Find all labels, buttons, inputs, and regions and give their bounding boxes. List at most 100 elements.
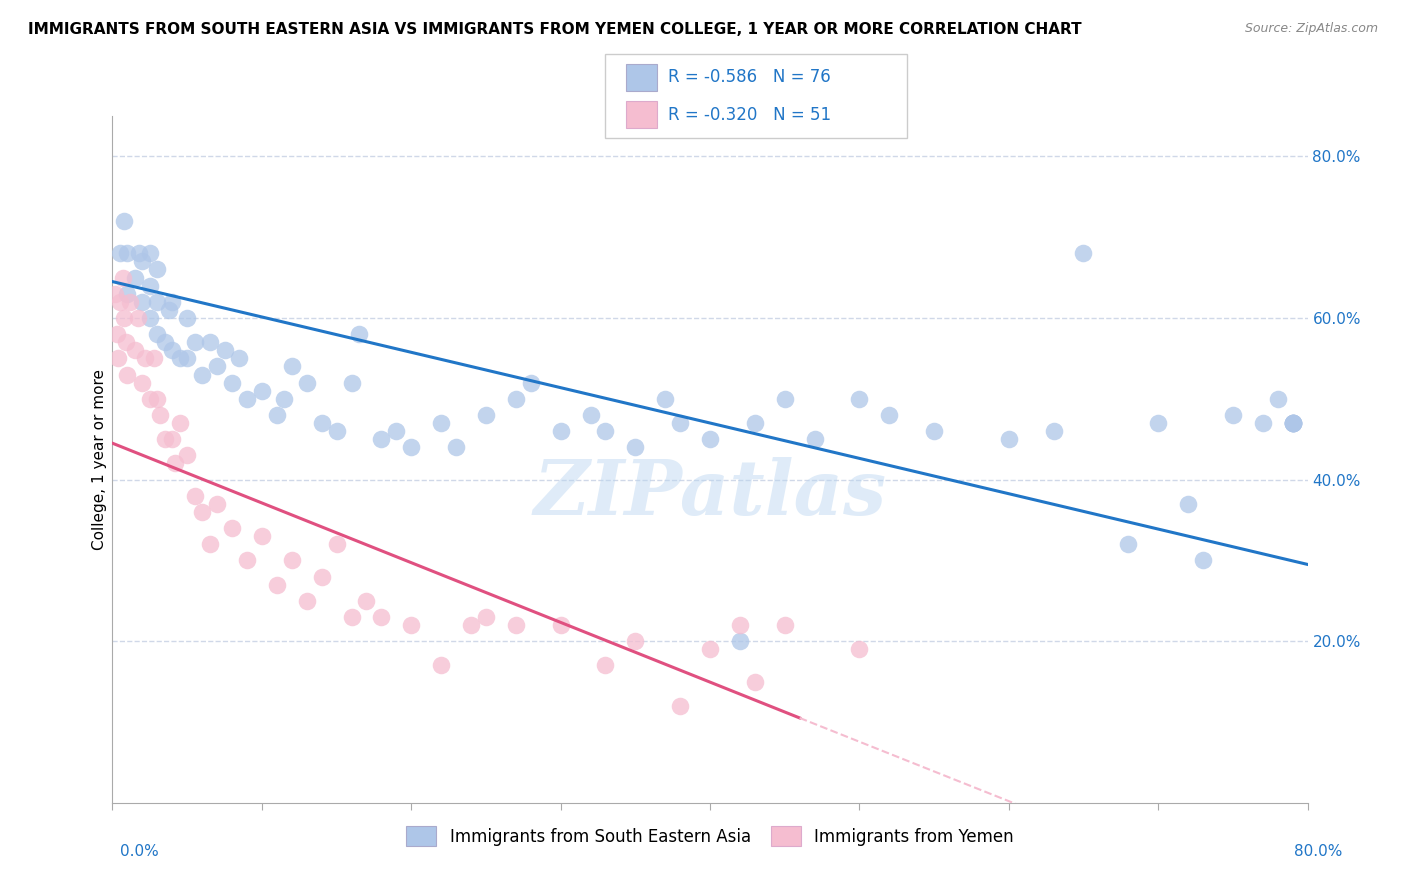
Point [430, 658, 453, 673]
Point [108, 246, 131, 260]
Point [139, 392, 162, 406]
Point [1177, 497, 1199, 511]
Point [728, 618, 751, 632]
Point [325, 424, 347, 438]
Point [146, 294, 169, 309]
Point [699, 432, 721, 446]
Point [198, 537, 221, 551]
Point [266, 408, 288, 422]
Point [550, 424, 572, 438]
Point [505, 618, 527, 632]
Point [114, 214, 135, 228]
Point [115, 335, 138, 350]
Point [266, 577, 288, 591]
Point [1281, 416, 1303, 430]
Point [146, 262, 169, 277]
Point [191, 368, 214, 382]
Point [1251, 416, 1274, 430]
Point [143, 351, 166, 366]
Point [595, 424, 617, 438]
Point [176, 310, 198, 325]
Point [1222, 408, 1244, 422]
Point [146, 327, 169, 342]
Point [139, 310, 162, 325]
Text: 80.0%: 80.0% [1295, 845, 1343, 859]
Point [848, 392, 870, 406]
Point [744, 416, 766, 430]
Point [124, 343, 146, 358]
Point [108, 294, 131, 309]
Text: Source: ZipAtlas.com: Source: ZipAtlas.com [1244, 22, 1378, 36]
Point [505, 392, 527, 406]
Text: ZIPatlas: ZIPatlas [533, 457, 887, 531]
Point [879, 408, 901, 422]
Point [205, 497, 228, 511]
Point [295, 594, 318, 608]
Point [1147, 416, 1170, 430]
Point [127, 310, 149, 325]
Point [131, 376, 153, 390]
Legend: Immigrants from South Eastern Asia, Immigrants from Yemen: Immigrants from South Eastern Asia, Immi… [399, 819, 1021, 853]
Point [228, 351, 250, 366]
Point [124, 270, 146, 285]
Point [370, 610, 392, 624]
Point [356, 594, 378, 608]
Point [475, 610, 498, 624]
Point [169, 416, 191, 430]
Point [149, 408, 172, 422]
Point [311, 569, 333, 583]
Point [803, 432, 825, 446]
Point [183, 335, 205, 350]
Point [1042, 424, 1064, 438]
Point [370, 432, 392, 446]
Point [1281, 416, 1303, 430]
Point [624, 440, 647, 454]
Point [1073, 246, 1095, 260]
Point [922, 424, 945, 438]
Point [183, 489, 205, 503]
Point [1281, 416, 1303, 430]
Text: R = -0.586   N = 76: R = -0.586 N = 76 [668, 69, 831, 87]
Point [848, 642, 870, 657]
Point [311, 416, 333, 430]
Point [236, 392, 259, 406]
Point [550, 618, 572, 632]
Point [191, 505, 214, 519]
Point [475, 408, 498, 422]
Point [1281, 416, 1303, 430]
Point [1281, 416, 1303, 430]
Point [176, 351, 198, 366]
Point [120, 294, 142, 309]
Point [221, 376, 243, 390]
Point [998, 432, 1021, 446]
Point [773, 618, 796, 632]
Point [117, 246, 139, 260]
Point [1118, 537, 1140, 551]
Point [340, 610, 363, 624]
Point [699, 642, 721, 657]
Point [117, 368, 139, 382]
Point [250, 529, 273, 543]
Point [281, 359, 304, 374]
Point [139, 246, 162, 260]
Point [153, 335, 176, 350]
Point [162, 343, 183, 358]
Point [176, 448, 198, 462]
Point [165, 457, 187, 471]
Point [430, 416, 453, 430]
Point [1192, 553, 1215, 567]
Point [221, 521, 243, 535]
Point [744, 674, 766, 689]
Point [401, 618, 423, 632]
Point [128, 246, 150, 260]
Point [104, 286, 127, 301]
Point [139, 278, 162, 293]
Point [169, 351, 191, 366]
Point [131, 254, 153, 268]
Point [654, 392, 676, 406]
Point [205, 359, 228, 374]
Point [295, 376, 318, 390]
Point [401, 440, 423, 454]
Point [773, 392, 796, 406]
Point [157, 302, 180, 317]
